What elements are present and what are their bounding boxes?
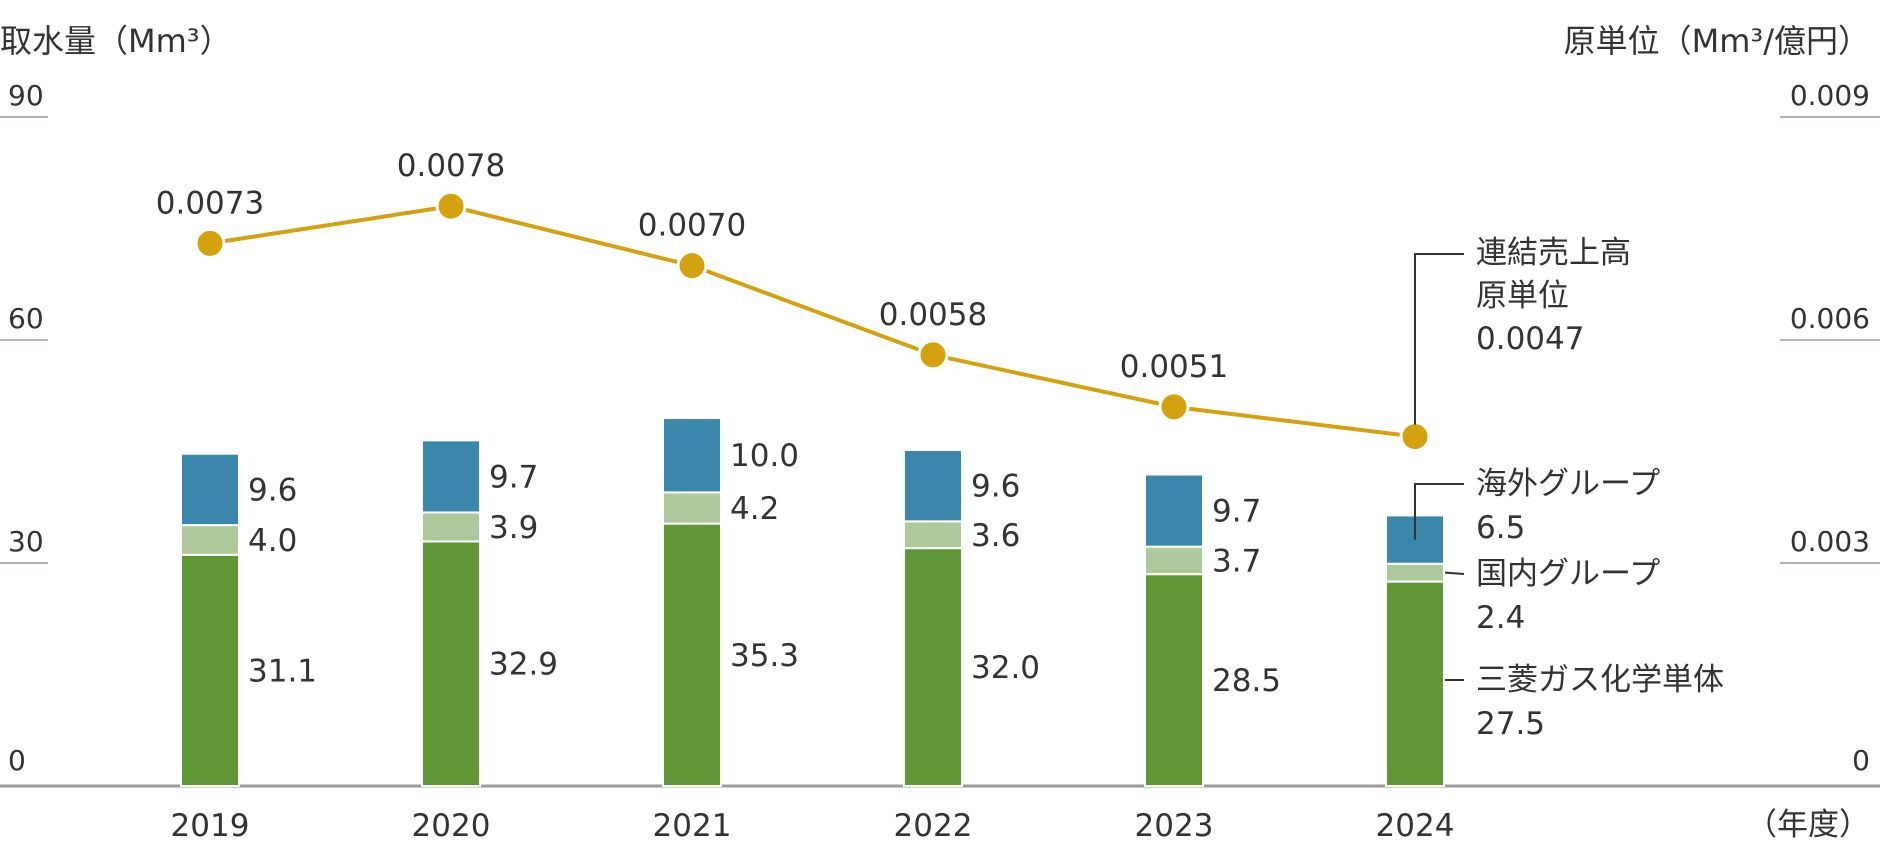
legend-callout-line-domestic — [1444, 571, 1465, 575]
bar-2020-overseas — [421, 439, 481, 514]
legend-unit-label-line-2: 原単位 — [1476, 278, 1569, 314]
legend-callout-line-overseas — [1414, 483, 1464, 540]
line-point-2021 — [676, 250, 708, 282]
bar-2020-domestic — [421, 511, 481, 543]
bar-2019-domestic — [180, 524, 240, 556]
legend-domestic-value: 2.4 — [1476, 600, 1525, 636]
bar-2024-domestic — [1385, 562, 1445, 583]
right-tick-label-0.003: 0.003 — [1790, 525, 1870, 558]
line-value-label-2020: 0.0078 — [397, 148, 505, 184]
category-label-2020: 2020 — [412, 808, 491, 844]
legend-standalone-name: 三菱ガス化学単体 — [1476, 662, 1724, 698]
bar-layer — [180, 417, 1445, 788]
line-value-label-2023: 0.0051 — [1120, 349, 1228, 385]
bar-value-label-2019-domestic: 4.0 — [248, 523, 297, 559]
bar-2022-domestic — [903, 520, 963, 550]
left-tick-label-90: 90 — [8, 79, 44, 112]
line-point-2023 — [1158, 391, 1190, 423]
label-layer: 31.1 4.0 9.6 2019 32.9 3.9 9.7 2020 35.3 4.2 10.0 2… — [156, 148, 1455, 844]
line-value-label-2019: 0.0073 — [156, 185, 264, 221]
bar-value-label-2022-standalone: 32.0 — [971, 650, 1040, 686]
legend-callout-line-unit — [1414, 253, 1464, 425]
line-value-label-2022: 0.0058 — [879, 297, 987, 333]
legend-unit-value: 0.0047 — [1476, 321, 1584, 357]
bar-value-label-2019-overseas: 9.6 — [248, 472, 297, 508]
left-tick-label-60: 60 — [8, 302, 44, 335]
bar-2023-standalone — [1144, 573, 1204, 788]
legend-domestic-name: 国内グループ — [1476, 556, 1660, 592]
bar-value-label-2022-overseas: 9.6 — [971, 469, 1020, 505]
legend-unit-label-line-1: 連結売上高 — [1476, 235, 1631, 271]
bar-2021-domestic — [662, 491, 722, 525]
line-point-2024 — [1399, 421, 1431, 453]
right-tick-label-0: 0 — [1852, 744, 1870, 777]
bar-value-label-2022-domestic: 3.6 — [971, 518, 1020, 554]
bar-value-label-2020-overseas: 9.7 — [489, 459, 538, 495]
bar-value-label-2023-domestic: 3.7 — [1212, 543, 1261, 579]
x-axis-title: （年度） — [1746, 807, 1870, 843]
bar-value-label-2021-overseas: 10.0 — [730, 438, 799, 474]
bar-2024-standalone — [1385, 580, 1445, 787]
right-tick-label-0.009: 0.009 — [1790, 79, 1870, 112]
line-layer — [194, 190, 1431, 453]
bar-2022-overseas — [903, 449, 963, 523]
bar-value-label-2020-domestic: 3.9 — [489, 510, 538, 546]
right-tick-label-0.006: 0.006 — [1790, 302, 1870, 335]
legend-standalone-value: 27.5 — [1476, 706, 1545, 742]
bar-value-label-2023-standalone: 28.5 — [1212, 663, 1281, 699]
unit-intensity-line — [209, 204, 1416, 439]
left-axis-title: 取水量（Mm³） — [0, 22, 232, 60]
line-point-2022 — [917, 339, 949, 371]
bar-value-label-2023-overseas: 9.7 — [1212, 494, 1261, 530]
line-value-label-2021: 0.0070 — [638, 208, 746, 244]
bar-value-label-2021-standalone: 35.3 — [730, 638, 799, 674]
category-label-2022: 2022 — [894, 808, 973, 844]
bar-value-label-2019-standalone: 31.1 — [248, 653, 317, 689]
bar-2019-standalone — [180, 553, 240, 787]
right-axis-title: 原単位（Mm³/億円） — [1564, 22, 1870, 60]
left-tick-label-30: 30 — [8, 525, 44, 558]
line-point-2019 — [194, 227, 226, 259]
bar-2020-standalone — [421, 540, 481, 788]
line-point-2020 — [435, 190, 467, 222]
legend-overseas-name: 海外グループ — [1476, 466, 1660, 502]
legend-overseas-value: 6.5 — [1476, 510, 1525, 546]
bar-value-label-2021-domestic: 4.2 — [730, 491, 779, 527]
category-label-2024: 2024 — [1376, 808, 1455, 844]
left-tick-label-0: 0 — [8, 744, 26, 777]
bar-2023-overseas — [1144, 473, 1204, 548]
category-label-2021: 2021 — [653, 808, 732, 844]
category-label-2019: 2019 — [171, 808, 250, 844]
axis-layer: 0 30 60 90 0 0.003 0.006 0.009 — [0, 79, 1880, 788]
bar-2021-standalone — [662, 522, 722, 787]
category-label-2023: 2023 — [1135, 808, 1214, 844]
bar-2021-overseas — [662, 417, 722, 494]
bar-2019-overseas — [180, 452, 240, 527]
bar-2022-standalone — [903, 547, 963, 788]
bar-value-label-2020-standalone: 32.9 — [489, 647, 558, 683]
bar-2023-domestic — [1144, 545, 1204, 576]
